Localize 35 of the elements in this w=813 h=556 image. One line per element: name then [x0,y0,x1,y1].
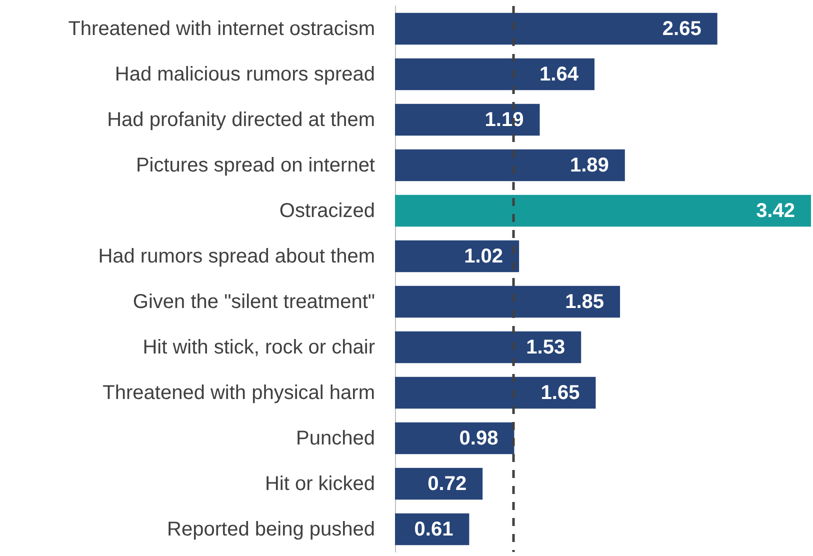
data-label: 0.72 [428,472,467,495]
bar [395,468,483,500]
bar [395,58,594,90]
y-tick-label: Hit or kicked [264,472,375,495]
bar [395,286,620,318]
bar [395,240,520,272]
data-label: 2.65 [662,18,702,40]
y-tick-label: Threatened with physical harm [102,382,375,404]
bar [395,376,596,409]
data-label: 1.53 [526,336,566,358]
data-label: 1.65 [540,382,580,404]
y-tick-label: Ostracized [279,200,375,222]
y-tick-label: Threatened with internet ostracism [68,18,375,40]
data-label: 1.19 [484,108,524,131]
data-label: 0.98 [459,427,498,450]
y-tick-label: Had profanity directed at them [107,108,375,131]
bar [395,149,625,182]
data-label: 1.89 [570,154,609,176]
y-tick-label: Pictures spread on internet [136,154,376,176]
y-tick-label: Had malicious rumors spread [114,63,375,86]
y-tick-label: Hit with stick, rock or chair [142,336,376,358]
data-label: 3.42 [756,200,795,222]
y-tick-label: Had rumors spread about them [98,245,375,268]
bar [395,194,811,227]
data-label: 1.02 [464,245,504,268]
bar [395,104,540,136]
bar [395,12,718,45]
y-tick-label: Reported being pushed [167,518,375,540]
y-tick-label: Given the "silent treatment" [132,290,375,313]
data-label: 0.61 [414,518,454,540]
bar [395,331,582,364]
y-tick-label: Punched [296,427,375,450]
data-label: 1.64 [540,63,580,86]
bar [395,422,514,454]
data-label: 1.85 [565,290,604,313]
